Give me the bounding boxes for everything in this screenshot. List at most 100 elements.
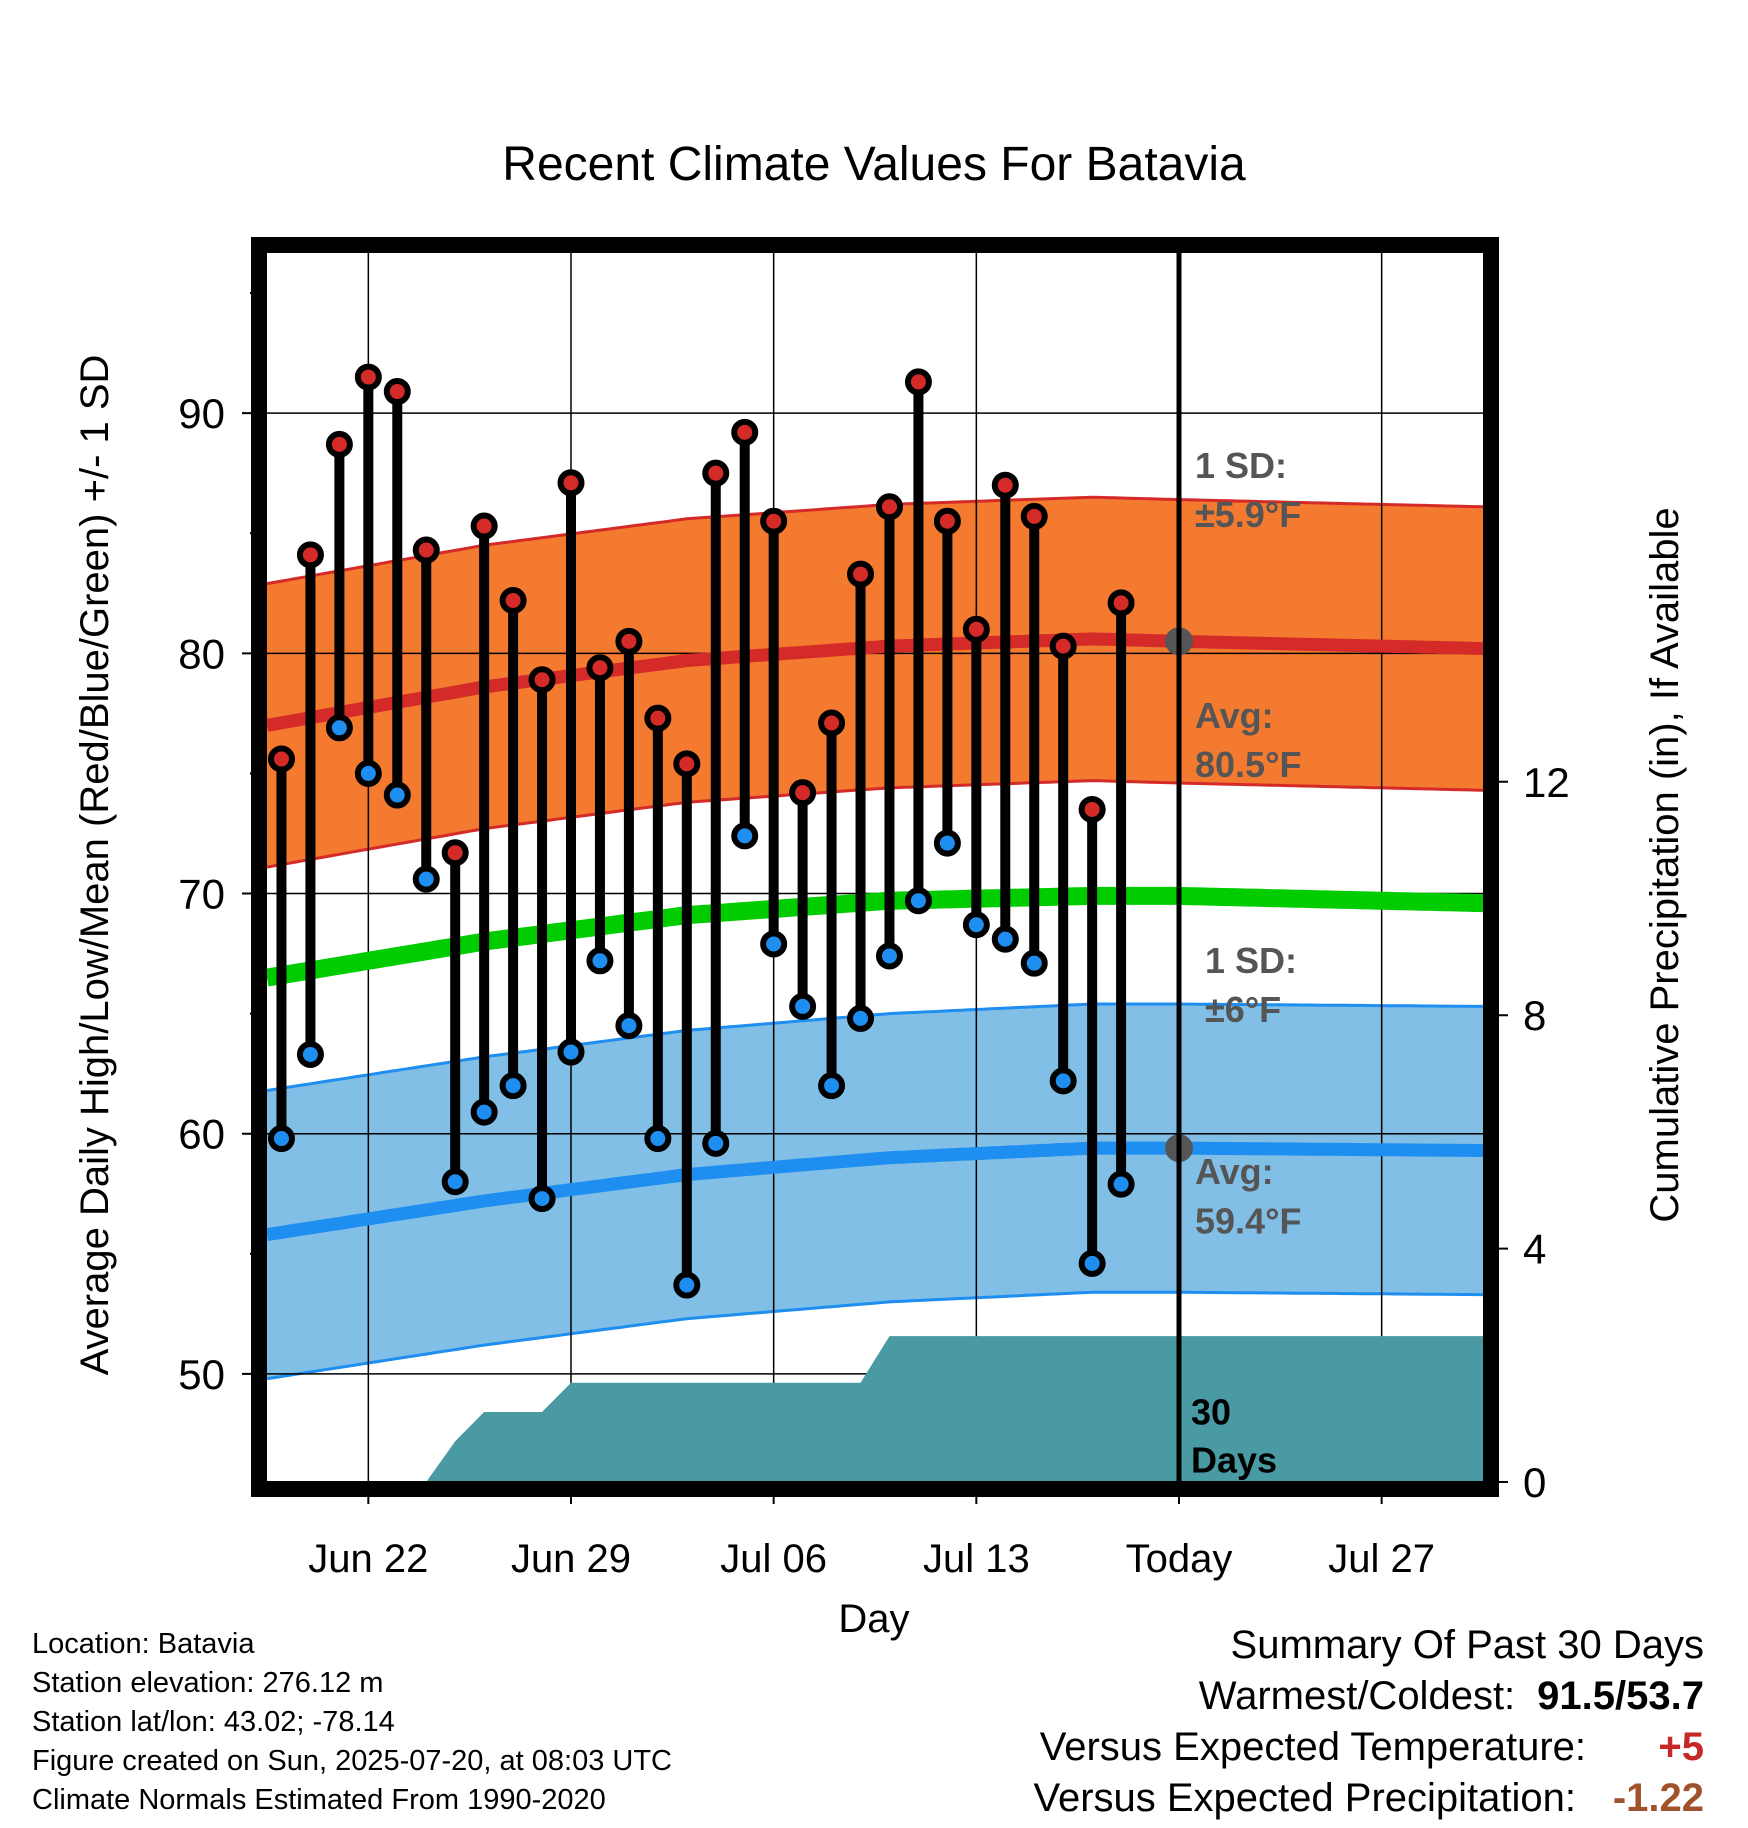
- daily-high-point: [644, 704, 672, 732]
- daily-low-point: [789, 992, 817, 1020]
- daily-low-point: [296, 1040, 324, 1068]
- elevation-text: Station elevation: 276.12 m: [32, 1667, 384, 1699]
- temp-row: Versus Expected Temperature: +5: [1033, 1722, 1704, 1773]
- daily-low-point: [325, 714, 353, 742]
- daily-low-point: [499, 1072, 527, 1100]
- daily-low-point: [991, 925, 1019, 953]
- precip-row: Versus Expected Precipitation: -1.22: [1033, 1773, 1704, 1824]
- daily-low-point: [412, 865, 440, 893]
- daily-low-point: [354, 759, 382, 787]
- precip-value: -1.22: [1612, 1776, 1704, 1820]
- low-sd-band-upper-edge: [267, 1002, 1483, 1092]
- daily-low-point: [702, 1129, 730, 1157]
- daily-high-point: [789, 779, 817, 807]
- daily-low-point: [904, 887, 932, 915]
- warm-cold-row: Warmest/Coldest: 91.5/53.7: [1033, 1671, 1704, 1722]
- x-tick-label: Jun 29: [511, 1537, 631, 1581]
- high-avg-value: 80.5°F: [1195, 744, 1301, 785]
- y-tick-label: 70: [178, 871, 225, 918]
- daily-low-point: [441, 1168, 469, 1196]
- daily-low-point: [1078, 1249, 1106, 1277]
- daily-high-point: [904, 368, 932, 396]
- daily-low-point: [760, 930, 788, 958]
- daily-low-point: [557, 1038, 585, 1066]
- daily-high-point: [1107, 589, 1135, 617]
- x-tick-label: Jul 06: [720, 1537, 827, 1581]
- y-tick-label: 80: [178, 630, 225, 677]
- daily-low-point: [875, 942, 903, 970]
- daily-high-point: [1049, 632, 1077, 660]
- daily-low-point: [267, 1125, 295, 1153]
- low-normal-line: [267, 1141, 1483, 1242]
- daily-high-point: [267, 745, 295, 773]
- daily-high-point: [383, 378, 411, 406]
- summary-panel: Summary Of Past 30 Days Warmest/Coldest:…: [1033, 1620, 1704, 1824]
- low-sd-label: 1 SD:: [1205, 940, 1297, 981]
- high-sd-label: 1 SD:: [1195, 445, 1287, 486]
- x-tick-label: Jul 13: [923, 1537, 1030, 1581]
- daily-high-point: [557, 469, 585, 497]
- daily-high-point: [847, 560, 875, 588]
- daily-high-point: [962, 615, 990, 643]
- latlon-text: Station lat/lon: 43.02; -78.14: [32, 1706, 395, 1738]
- daily-low-point: [615, 1012, 643, 1040]
- x-tick-label: Jul 27: [1328, 1537, 1435, 1581]
- high-sd-value: ±5.9°F: [1195, 494, 1301, 535]
- y2-tick-label: 8: [1523, 992, 1546, 1039]
- y2-tick-label: 4: [1523, 1226, 1546, 1273]
- daily-high-point: [441, 839, 469, 867]
- temp-label: Versus Expected Temperature:: [1039, 1725, 1586, 1769]
- daily-high-point: [1078, 795, 1106, 823]
- daily-low-point: [962, 911, 990, 939]
- daily-high-point: [673, 750, 701, 778]
- y-tick-label: 60: [178, 1111, 225, 1158]
- warm-cold-label: Warmest/Coldest:: [1198, 1674, 1516, 1718]
- daily-high-point: [702, 459, 730, 487]
- daily-high-point: [615, 627, 643, 655]
- daily-low-point: [1049, 1067, 1077, 1095]
- daily-high-point: [1020, 502, 1048, 530]
- y2-tick-label: 0: [1523, 1459, 1546, 1506]
- normals-text: Climate Normals Estimated From 1990-2020: [32, 1784, 606, 1816]
- daily-low-point: [383, 781, 411, 809]
- y2-axis-label: Cumulative Precipitation (in), If Availa…: [1643, 507, 1687, 1222]
- low-sd-value: ±6°F: [1205, 989, 1281, 1030]
- y-axis-label: Average Daily High/Low/Mean (Red/Blue/Gr…: [73, 355, 117, 1376]
- x-tick-label: Today: [1126, 1537, 1233, 1581]
- daily-high-point: [586, 654, 614, 682]
- mean-normal-line: [267, 886, 1483, 987]
- precip-label: Versus Expected Precipitation:: [1033, 1776, 1576, 1820]
- daily-high-point: [412, 536, 440, 564]
- daily-low-point: [933, 829, 961, 857]
- created-text: Figure created on Sun, 2025-07-20, at 08…: [32, 1745, 672, 1777]
- summary-title: Summary Of Past 30 Days: [1230, 1623, 1704, 1667]
- x-axis-label: Day: [838, 1597, 909, 1641]
- y-tick-label: 90: [178, 390, 225, 437]
- daily-high-point: [325, 430, 353, 458]
- daily-low-point: [586, 947, 614, 975]
- daily-low-point: [528, 1185, 556, 1213]
- high-avg-label: Avg:: [1195, 695, 1274, 736]
- plot-area: 1 SD: ±5.9°F Avg: 80.5°F 1 SD: ±6°F Avg: 59.4°F…: [267, 245, 1483, 1482]
- daily-high-point: [991, 471, 1019, 499]
- daily-low-point: [1107, 1170, 1135, 1198]
- daily-high-point: [818, 709, 846, 737]
- precip-days-unit: Days: [1191, 1439, 1277, 1480]
- plot-frame: [251, 237, 1499, 1497]
- temp-value: +5: [1658, 1725, 1704, 1769]
- daily-low-point: [673, 1271, 701, 1299]
- chart-title: Recent Climate Values For Batavia: [502, 138, 1246, 191]
- daily-low-point: [644, 1125, 672, 1153]
- x-tick-label: Jun 22: [308, 1537, 428, 1581]
- y-tick-label: 50: [178, 1351, 225, 1398]
- daily-high-point: [296, 541, 324, 569]
- high-sd-band-upper-edge: [267, 495, 1483, 586]
- daily-high-point: [528, 666, 556, 694]
- precip-days-label: 30: [1191, 1391, 1231, 1432]
- daily-low-point: [470, 1098, 498, 1126]
- warm-cold-value: 91.5/53.7: [1537, 1674, 1704, 1718]
- daily-high-point: [875, 493, 903, 521]
- low-sd-band-lower-edge: [267, 1290, 1483, 1381]
- daily-low-point: [847, 1004, 875, 1032]
